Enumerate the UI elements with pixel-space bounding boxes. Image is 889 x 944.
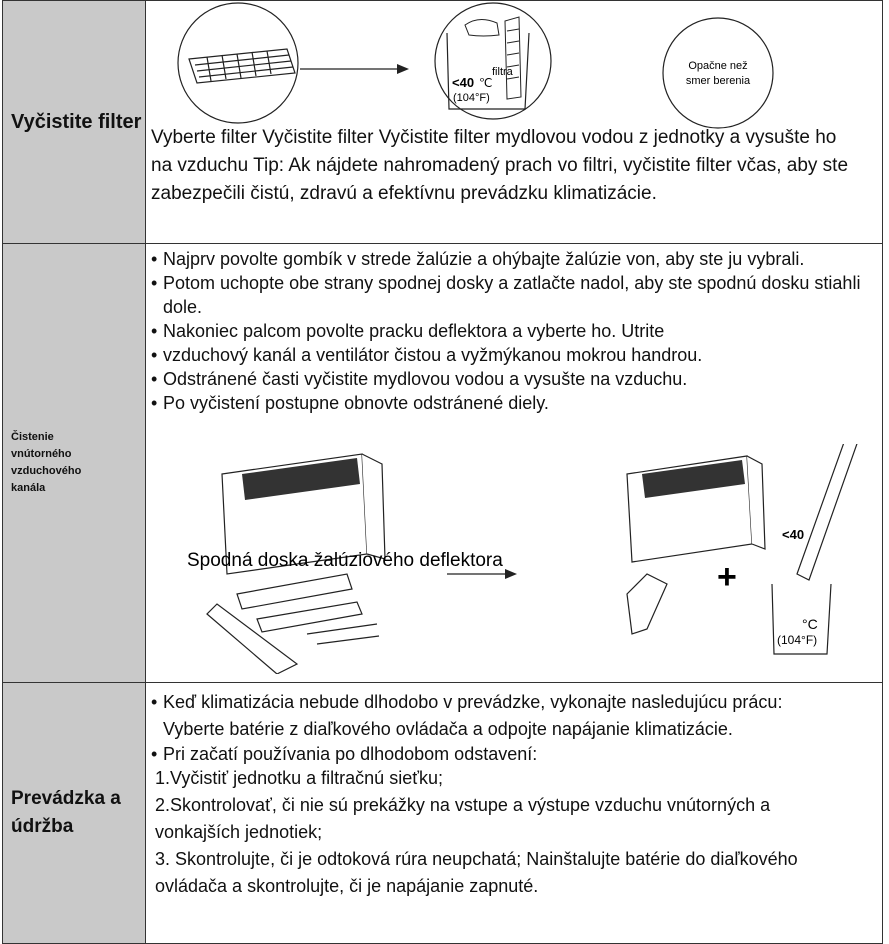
step: 1.Vyčistiť jednotku a filtračnú sieťku; [155, 768, 443, 788]
plus: + [717, 558, 737, 596]
duct-row: Čistenie vnútorného vzduchového kanála N… [2, 243, 883, 683]
row-header: Čistenie vnútorného vzduchového kanála [3, 244, 146, 682]
celsius: ℃ [479, 76, 492, 90]
duct-illustration: Spodná doska žalúziového deflektora + <4… [187, 444, 858, 674]
step: 3. Skontrolujte, či je odtoková rúra neu… [155, 849, 798, 896]
filter-illustration: <40 ℃ filtra (104°F) Opačne než smer ber… [177, 2, 774, 129]
bullet-list: Keď klimatizácia nebude dlhodobo v prevá… [151, 689, 841, 900]
row-header: Prevádzka a údržba [3, 683, 146, 943]
fahrenheit: (104°F) [777, 633, 817, 647]
celsius: °C [802, 616, 818, 632]
caption: Spodná doska žalúziového deflektora [187, 550, 503, 571]
filter-row: Vyčistite filter <40 ℃ filtra (104°F) Op… [2, 0, 883, 244]
bullet: Pri začatí používania po dlhodobom odsta… [151, 743, 841, 765]
bullet: Najprv povolte gombík v strede žalúzie a… [151, 247, 871, 271]
temp: <40 [782, 527, 804, 542]
fahrenheit: (104°F) [453, 92, 490, 104]
bullet: Po vyčistení postupne obnovte odstránené… [151, 391, 871, 415]
step: 2.Skontrolovať, či nie sú prekážky na vs… [155, 795, 771, 842]
bullet: vzduchový kanál a ventilátor čistou a vy… [151, 343, 871, 367]
row-body: Najprv povolte gombík v strede žalúzie a… [147, 244, 882, 682]
bullet: Potom uchopte obe strany spodnej dosky a… [151, 271, 871, 319]
maintenance-row: Prevádzka a údržba Keď klimatizácia nebu… [2, 682, 883, 944]
direction-note: Opačne než [688, 60, 747, 72]
filter-label: filtra [492, 66, 514, 78]
row-body: Keď klimatizácia nebude dlhodobo v prevá… [147, 683, 882, 943]
temp: <40 [452, 75, 474, 90]
direction-note: smer berenia [686, 75, 751, 87]
row-header: Vyčistite filter [3, 1, 146, 243]
row-body: <40 ℃ filtra (104°F) Opačne než smer ber… [147, 1, 882, 243]
bullet: Odstránené časti vyčistite mydlovou vodo… [151, 367, 871, 391]
filter-text: Vyberte filter Vyčistite filter Vyčistit… [151, 127, 849, 204]
bullet: Nakoniec palcom povolte pracku deflektor… [151, 319, 871, 343]
bullet-list: Najprv povolte gombík v strede žalúzie a… [151, 247, 871, 415]
bullet: Keď klimatizácia nebude dlhodobo v prevá… [151, 689, 841, 743]
